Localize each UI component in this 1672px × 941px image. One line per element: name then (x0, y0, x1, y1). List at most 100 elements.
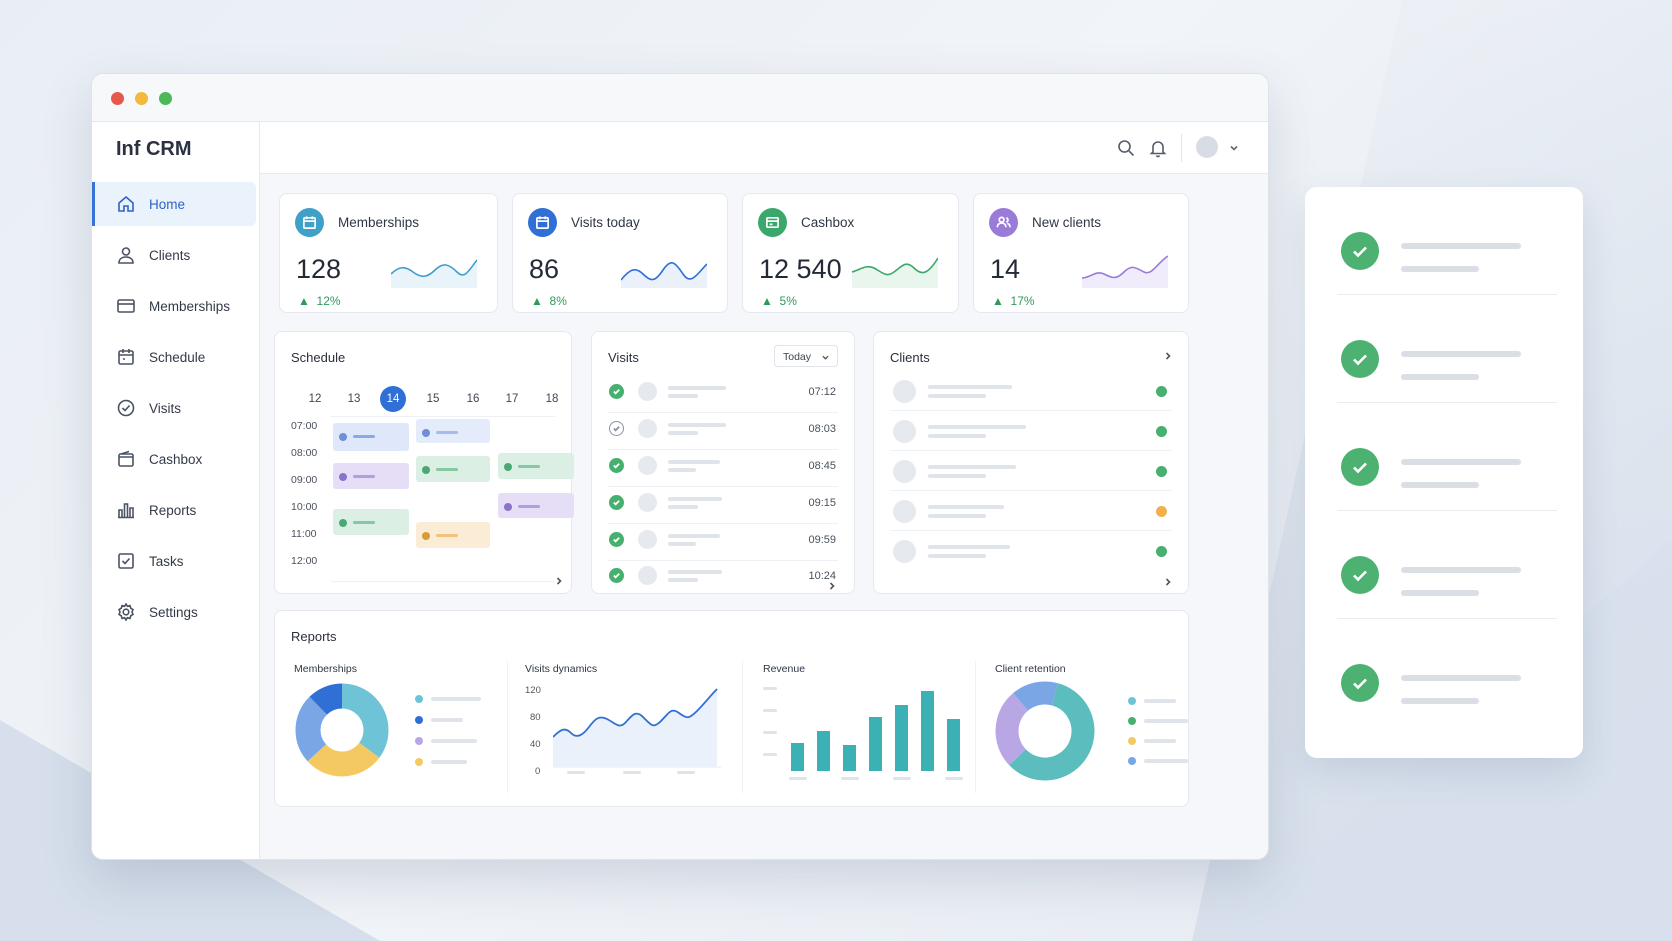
placeholder-line (668, 431, 698, 435)
placeholder-line (928, 385, 1012, 389)
stat-icon (989, 208, 1018, 237)
row-divider (1337, 618, 1557, 619)
sidebar-item-schedule[interactable]: Schedule (92, 335, 260, 379)
chevron-right-icon[interactable] (553, 575, 565, 587)
schedule-event[interactable] (498, 453, 574, 479)
placeholder-line (668, 460, 720, 464)
visit-status-pending (609, 421, 624, 436)
stat-card-cashbox[interactable]: Cashbox 12 540 ▲ 5% (742, 193, 959, 313)
avatar (893, 500, 916, 523)
card-title: Schedule (291, 350, 346, 365)
hour-label: 11:00 (291, 528, 317, 540)
day-cell[interactable]: 13 (347, 393, 361, 405)
schedule-event[interactable] (416, 419, 490, 443)
axis-tick: 40 (530, 739, 541, 750)
placeholder-line (668, 394, 698, 398)
report-subtitle: Visits dynamics (525, 663, 598, 675)
checklist-item[interactable] (1337, 187, 1583, 295)
schedule-event[interactable] (333, 509, 409, 535)
stat-card-visits-today[interactable]: Visits today 86 ▲ 8% (512, 193, 728, 313)
placeholder-line (1401, 266, 1479, 272)
check-icon (613, 389, 620, 395)
grid-line (331, 416, 555, 417)
top-bar (260, 122, 1268, 174)
checklist-item[interactable] (1337, 619, 1583, 727)
sidebar-item-tasks[interactable]: Tasks (92, 539, 260, 583)
placeholder-line (668, 542, 696, 546)
card-title: Reports (291, 629, 337, 644)
search-icon[interactable] (1116, 138, 1136, 158)
avatar (638, 456, 657, 475)
row-divider (890, 490, 1172, 491)
reports-card: Reports Memberships Visits dynamics 120 … (274, 610, 1189, 807)
memberships-donut-chart (295, 683, 389, 777)
check-circle-icon (1341, 556, 1379, 594)
row-divider (608, 486, 838, 487)
placeholder-line (1401, 351, 1521, 357)
axis-tick: 0 (535, 766, 541, 777)
schedule-event[interactable] (498, 493, 574, 518)
calendar-icon (118, 349, 134, 365)
stat-value: 86 (529, 254, 560, 284)
revenue-bar-chart (763, 687, 963, 780)
sidebar-item-clients[interactable]: Clients (92, 233, 260, 277)
checklist-item[interactable] (1337, 403, 1583, 511)
day-cell[interactable]: 12 (308, 393, 322, 405)
stat-card-memberships[interactable]: Memberships 128 ▲ 12% (279, 193, 498, 313)
hour-label: 10:00 (291, 501, 318, 513)
sidebar-item-home[interactable]: Home (92, 182, 256, 226)
day-cell-selected[interactable]: 14 (380, 386, 406, 412)
sidebar: Inf CRM Home Clients Memberships Schedul… (92, 122, 260, 859)
schedule-event[interactable] (416, 522, 490, 548)
close-window-button[interactable] (111, 92, 124, 105)
stat-card-new-clients[interactable]: New clients 14 ▲ 17% (973, 193, 1189, 313)
visits-filter-dropdown[interactable]: Today (774, 345, 838, 367)
visit-time: 07:12 (808, 386, 836, 398)
visit-time: 08:45 (808, 460, 836, 472)
sidebar-item-cashbox[interactable]: Cashbox (92, 437, 260, 481)
home-icon (118, 195, 134, 212)
sidebar-item-settings[interactable]: Settings (92, 590, 260, 634)
sidebar-item-memberships[interactable]: Memberships (92, 284, 260, 328)
day-cell[interactable]: 15 (426, 393, 440, 405)
chevron-right-icon[interactable] (826, 580, 838, 592)
schedule-event[interactable] (333, 423, 409, 451)
hour-label: 09:00 (291, 474, 318, 486)
day-cell[interactable]: 17 (505, 393, 519, 405)
maximize-window-button[interactable] (159, 92, 172, 105)
row-divider (890, 410, 1172, 411)
bell-icon[interactable] (1148, 138, 1168, 158)
chevron-right-icon[interactable] (1162, 576, 1174, 588)
sidebar-item-reports[interactable]: Reports (92, 488, 260, 532)
sidebar-nav: Home Clients Memberships Schedule Visits… (92, 182, 260, 641)
visit-status-done (609, 495, 624, 510)
checklist-item[interactable] (1337, 511, 1583, 619)
stat-icon (758, 208, 787, 237)
chevron-down-icon[interactable] (1228, 142, 1240, 154)
placeholder-line (928, 514, 986, 518)
checklist-item[interactable] (1337, 295, 1583, 403)
placeholder-line (668, 534, 720, 538)
day-cell[interactable]: 16 (466, 393, 480, 405)
row-divider (608, 560, 838, 561)
row-divider (890, 450, 1172, 451)
user-avatar[interactable] (1196, 136, 1218, 158)
schedule-event[interactable] (333, 463, 409, 489)
check-icon (613, 573, 620, 579)
sidebar-item-visits[interactable]: Visits (92, 386, 260, 430)
check-icon (613, 426, 620, 432)
schedule-event[interactable] (416, 456, 490, 482)
stat-delta: ▲ 12% (298, 294, 341, 308)
status-badge (1156, 426, 1167, 437)
visit-status-done (609, 384, 624, 399)
wallet-icon (118, 450, 134, 467)
day-cell[interactable]: 18 (545, 393, 559, 405)
chevron-right-icon[interactable] (1162, 350, 1174, 362)
check-circle-icon (1341, 340, 1379, 378)
calendar-icon (303, 216, 316, 229)
avatar (893, 540, 916, 563)
avatar (638, 382, 657, 401)
minimize-window-button[interactable] (135, 92, 148, 105)
stat-label: Memberships (338, 215, 420, 230)
bar-chart-icon (118, 503, 134, 519)
